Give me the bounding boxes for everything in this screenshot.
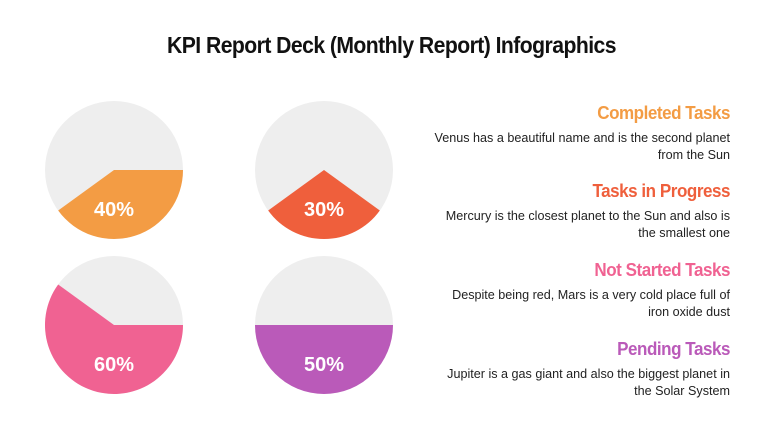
- pie-3: 60%: [45, 256, 183, 394]
- page-title: KPI Report Deck (Monthly Report) Infogra…: [167, 32, 616, 58]
- pie-slice: [268, 170, 380, 240]
- pie-label: 50%: [304, 354, 344, 376]
- legend-completed: Completed Tasks Venus has a beautiful na…: [430, 102, 731, 164]
- pie-2: 30%: [255, 101, 393, 240]
- pie-label: 60%: [94, 354, 134, 376]
- legend-in-progress: Tasks in Progress Mercury is the closest…: [430, 180, 731, 242]
- legend-description: Jupiter is a gas giant and also the bigg…: [447, 367, 730, 398]
- legend-not-started: Not Started Tasks Despite being red, Mar…: [430, 259, 730, 321]
- legend-title: Tasks in Progress: [592, 180, 730, 201]
- pie-label: 40%: [94, 199, 134, 221]
- legend-description: Mercury is the closest planet to the Sun…: [445, 209, 730, 240]
- legend-title: Pending Tasks: [617, 338, 730, 359]
- legend-title: Not Started Tasks: [594, 259, 730, 280]
- pie-1: 40%: [45, 101, 183, 240]
- pie-4: 50%: [255, 256, 393, 394]
- legend-description: Venus has a beautiful name and is the se…: [434, 131, 730, 162]
- pie-slice: [58, 170, 183, 240]
- pie-slice: [45, 284, 183, 394]
- pie-label: 30%: [304, 199, 344, 221]
- pie-slice: [255, 325, 393, 394]
- legend-pending: Pending Tasks Jupiter is a gas giant and…: [430, 338, 730, 400]
- legend-description: Despite being red, Mars is a very cold p…: [452, 288, 730, 319]
- legend-title: Completed Tasks: [597, 102, 730, 123]
